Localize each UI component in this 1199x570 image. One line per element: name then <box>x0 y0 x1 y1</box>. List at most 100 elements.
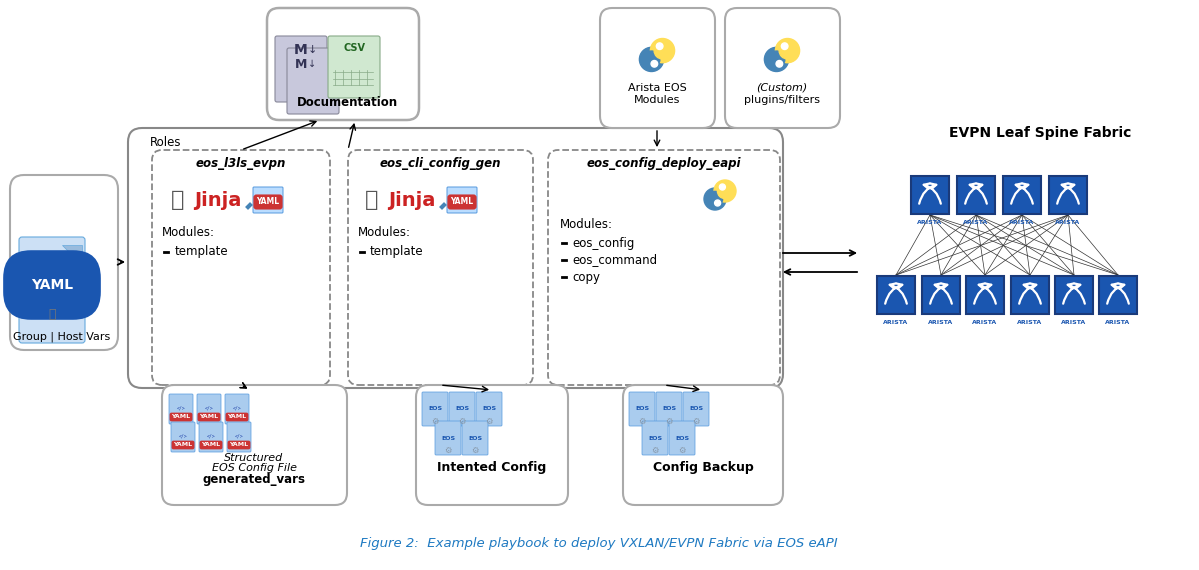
Circle shape <box>769 51 785 68</box>
Text: Modules:: Modules: <box>162 226 215 238</box>
Text: ARISTA: ARISTA <box>1010 219 1035 225</box>
Text: EOS: EOS <box>454 406 469 412</box>
Text: eos_config_deploy_eapi: eos_config_deploy_eapi <box>586 157 741 169</box>
Text: ⚙: ⚙ <box>665 417 673 425</box>
Text: Roles: Roles <box>150 136 181 149</box>
FancyBboxPatch shape <box>435 421 460 455</box>
Text: YAML: YAML <box>201 442 221 447</box>
FancyBboxPatch shape <box>725 8 840 128</box>
Circle shape <box>651 60 658 67</box>
Text: plugins/filters: plugins/filters <box>745 95 820 105</box>
FancyBboxPatch shape <box>199 422 223 452</box>
Circle shape <box>782 43 788 50</box>
Circle shape <box>707 192 723 206</box>
Circle shape <box>639 47 663 71</box>
Text: ARISTA: ARISTA <box>1055 219 1080 225</box>
FancyBboxPatch shape <box>227 422 251 452</box>
Text: YAML: YAML <box>31 278 73 292</box>
Text: EOS: EOS <box>635 406 649 412</box>
Circle shape <box>715 200 721 206</box>
Circle shape <box>643 51 659 68</box>
Circle shape <box>779 42 796 59</box>
FancyBboxPatch shape <box>669 421 695 455</box>
Text: ⚙: ⚙ <box>486 417 493 425</box>
Text: ⛩: ⛩ <box>171 190 185 210</box>
FancyBboxPatch shape <box>19 237 85 343</box>
FancyBboxPatch shape <box>348 150 534 385</box>
Text: ⚙: ⚙ <box>445 446 452 454</box>
Text: ARISTA: ARISTA <box>928 320 953 325</box>
Text: EVPN Leaf Spine Fabric: EVPN Leaf Spine Fabric <box>948 126 1131 140</box>
FancyBboxPatch shape <box>416 385 568 505</box>
FancyBboxPatch shape <box>448 392 475 426</box>
Circle shape <box>650 39 675 63</box>
Text: </>: </> <box>206 434 216 438</box>
Text: eos_l3ls_evpn: eos_l3ls_evpn <box>195 157 287 169</box>
Circle shape <box>713 180 736 202</box>
Text: ↓: ↓ <box>308 59 317 69</box>
Text: M: M <box>295 58 307 71</box>
FancyBboxPatch shape <box>10 175 118 350</box>
FancyBboxPatch shape <box>128 128 783 388</box>
Circle shape <box>717 184 733 198</box>
Text: Figure 2:  Example playbook to deploy VXLAN/EVPN Fabric via EOS eAPI: Figure 2: Example playbook to deploy VXL… <box>360 536 838 549</box>
Text: Modules: Modules <box>634 95 680 105</box>
FancyBboxPatch shape <box>329 36 380 98</box>
Text: template: template <box>175 246 229 259</box>
Text: ⚙: ⚙ <box>692 417 700 425</box>
Text: eos_command: eos_command <box>572 254 657 267</box>
Text: EOS: EOS <box>675 435 689 441</box>
Text: EOS: EOS <box>647 435 662 441</box>
Circle shape <box>656 43 663 50</box>
Text: EOS: EOS <box>428 406 442 412</box>
FancyBboxPatch shape <box>656 392 682 426</box>
Text: Structured: Structured <box>224 453 284 463</box>
Text: </>: </> <box>179 434 187 438</box>
FancyBboxPatch shape <box>476 392 502 426</box>
Text: </>: </> <box>176 405 186 410</box>
FancyBboxPatch shape <box>169 394 193 424</box>
Text: ARISTA: ARISTA <box>1018 320 1043 325</box>
FancyBboxPatch shape <box>600 8 715 128</box>
FancyBboxPatch shape <box>253 187 283 213</box>
Text: ↓: ↓ <box>307 45 317 55</box>
Text: ⚙: ⚙ <box>679 446 686 454</box>
FancyBboxPatch shape <box>171 422 195 452</box>
Text: YAML: YAML <box>174 442 193 447</box>
Text: template: template <box>370 246 423 259</box>
Text: YAML: YAML <box>451 197 474 206</box>
FancyBboxPatch shape <box>152 150 330 385</box>
FancyBboxPatch shape <box>683 392 709 426</box>
FancyBboxPatch shape <box>629 392 655 426</box>
Text: (Custom): (Custom) <box>757 83 808 93</box>
FancyBboxPatch shape <box>623 385 783 505</box>
FancyBboxPatch shape <box>275 36 327 102</box>
FancyBboxPatch shape <box>462 421 488 455</box>
Text: EOS Config File: EOS Config File <box>211 463 296 473</box>
Text: EOS: EOS <box>482 406 496 412</box>
FancyBboxPatch shape <box>876 276 915 314</box>
Text: Documentation: Documentation <box>296 96 398 109</box>
FancyBboxPatch shape <box>267 8 418 120</box>
Text: EOS: EOS <box>468 435 482 441</box>
Text: </>: </> <box>205 405 213 410</box>
FancyBboxPatch shape <box>422 392 448 426</box>
FancyBboxPatch shape <box>1004 176 1041 214</box>
FancyBboxPatch shape <box>1055 276 1093 314</box>
Text: ⚙: ⚙ <box>432 417 439 425</box>
Text: YAML: YAML <box>228 414 247 420</box>
Text: Group | Host Vars: Group | Host Vars <box>13 332 110 342</box>
FancyBboxPatch shape <box>197 394 221 424</box>
Text: ⚙: ⚙ <box>458 417 465 425</box>
Text: M: M <box>294 43 308 57</box>
FancyBboxPatch shape <box>162 385 347 505</box>
Circle shape <box>776 60 783 67</box>
FancyBboxPatch shape <box>447 187 477 213</box>
Circle shape <box>704 188 727 210</box>
Text: generated_vars: generated_vars <box>203 474 306 487</box>
FancyBboxPatch shape <box>911 176 948 214</box>
Text: CSV: CSV <box>343 43 364 53</box>
FancyBboxPatch shape <box>922 276 960 314</box>
Text: EOS: EOS <box>689 406 703 412</box>
Text: Config Backup: Config Backup <box>652 462 753 474</box>
